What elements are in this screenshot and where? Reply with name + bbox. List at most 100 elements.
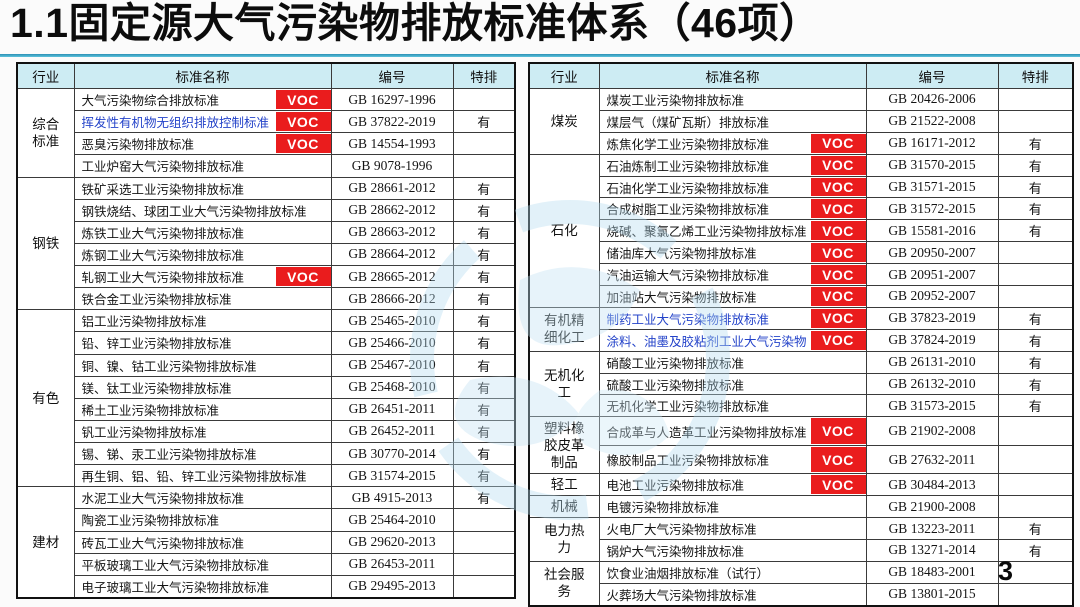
voc-badge: VOC bbox=[275, 90, 330, 110]
standard-name: 炼焦化学工业污染物排放标准 bbox=[606, 137, 770, 152]
code-cell: GB 18483-2001 bbox=[865, 560, 999, 584]
standard-name-cell: 合成革与人造革工业污染物排放标准 VOC bbox=[598, 416, 867, 446]
table-row: 铁合金工业污染物排放标准 GB 28666-2012 有 bbox=[17, 287, 516, 311]
standard-name-cell: 钢铁烧结、球团工业大气污染物排放标准 bbox=[73, 198, 332, 222]
industry-cell: 石化 bbox=[528, 153, 600, 308]
special-emission-cell: 有 bbox=[997, 306, 1074, 330]
standard-name: 铁合金工业污染物排放标准 bbox=[81, 293, 232, 308]
code-cell: GB 20952-2007 bbox=[865, 285, 999, 308]
table-row: 钒工业污染物排放标准 GB 26452-2011 有 bbox=[17, 419, 516, 444]
special-emission-cell bbox=[452, 154, 516, 178]
standard-name-cell: 工业炉窑大气污染物排放标准 bbox=[73, 154, 332, 178]
standard-name: 电子玻璃工业大气污染物排放标准 bbox=[81, 580, 270, 595]
code-cell: GB 26453-2011 bbox=[330, 552, 454, 576]
column-header: 特排 bbox=[452, 62, 516, 89]
voc-badge: VOC bbox=[810, 221, 865, 241]
special-emission-cell: 有 bbox=[997, 219, 1074, 243]
voc-badge: VOC bbox=[810, 177, 865, 197]
special-emission-cell bbox=[997, 88, 1074, 111]
standard-name: 再生铜、铝、铅、锌工业污染物排放标准 bbox=[81, 470, 307, 485]
table-row: 钢铁烧结、球团工业大气污染物排放标准 GB 28662-2012 有 bbox=[17, 198, 516, 222]
code-cell: GB 28661-2012 bbox=[330, 176, 454, 200]
code-cell: GB 25467-2010 bbox=[330, 353, 454, 377]
code-cell: GB 26451-2011 bbox=[330, 397, 454, 421]
standard-name: 煤炭工业污染物排放标准 bbox=[606, 93, 745, 108]
voc-badge: VOC bbox=[275, 134, 330, 154]
standard-name: 加油站大气污染物排放标准 bbox=[606, 290, 757, 305]
table-row: 电子玻璃工业大气污染物排放标准 GB 29495-2013 bbox=[17, 574, 516, 599]
table-row: 合成树脂工业污染物排放标准 VOC GB 31572-2015 有 bbox=[529, 197, 1074, 221]
page-number: 3 bbox=[998, 556, 1014, 586]
table-row: 钢铁 铁矿采选工业污染物排放标准 GB 28661-2012 有 bbox=[16, 176, 516, 311]
standard-name: 恶臭污染物排放标准 bbox=[81, 138, 195, 153]
table-row: 社会服务 饮食业油烟排放标准（试行） GB 18483-2001 bbox=[528, 560, 1074, 607]
special-emission-cell: 有 bbox=[452, 486, 516, 510]
code-cell: GB 27632-2011 bbox=[865, 444, 999, 475]
table-row: 炼焦化学工业污染物排放标准 VOC GB 16171-2012 有 bbox=[529, 131, 1074, 155]
standard-name: 硝酸工业污染物排放标准 bbox=[606, 356, 745, 371]
code-cell: GB 26132-2010 bbox=[865, 372, 999, 396]
voc-badge: VOC bbox=[810, 330, 865, 350]
table-row: 硫酸工业污染物排放标准 GB 26132-2010 有 bbox=[529, 372, 1074, 396]
special-emission-cell bbox=[452, 574, 516, 599]
standard-name: 镁、钛工业污染物排放标准 bbox=[81, 381, 232, 396]
code-cell: GB 13223-2011 bbox=[865, 517, 999, 540]
standard-name: 汽油运输大气污染物排放标准 bbox=[606, 269, 770, 284]
special-emission-cell: 有 bbox=[997, 131, 1074, 155]
code-cell: GB 28664-2012 bbox=[330, 242, 454, 267]
code-cell: GB 28666-2012 bbox=[330, 287, 454, 311]
table-row: 铜、镍、钴工业污染物排放标准 GB 25467-2010 有 bbox=[17, 353, 516, 377]
special-emission-cell bbox=[997, 416, 1074, 446]
table-row: 无机化学工业污染物排放标准 GB 31573-2015 有 bbox=[529, 394, 1074, 418]
voc-badge: VOC bbox=[810, 133, 865, 153]
special-emission-cell: 有 bbox=[452, 375, 516, 399]
special-emission-cell bbox=[452, 132, 516, 156]
code-cell: GB 37824-2019 bbox=[865, 328, 999, 352]
code-cell: GB 13271-2014 bbox=[865, 538, 999, 562]
table-row: 砖瓦工业大气污染物排放标准 GB 29620-2013 bbox=[17, 530, 516, 554]
standard-name: 铁矿采选工业污染物排放标准 bbox=[81, 182, 245, 197]
special-emission-cell: 有 bbox=[452, 397, 516, 421]
table-row: 电力热力 火电厂大气污染物排放标准 GB 13223-2011 有 bbox=[528, 517, 1074, 562]
table-row: 稀土工业污染物排放标准 GB 26451-2011 有 bbox=[17, 397, 516, 421]
code-cell: GB 25464-2010 bbox=[330, 508, 454, 532]
code-cell: GB 26131-2010 bbox=[865, 350, 999, 374]
code-cell: GB 28662-2012 bbox=[330, 198, 454, 222]
code-cell: GB 25466-2010 bbox=[330, 331, 454, 355]
column-header: 标准名称 bbox=[73, 62, 332, 89]
standard-name: 烧碱、聚氯乙烯工业污染物排放标准 bbox=[606, 225, 806, 240]
standard-name-cell: 橡胶制品工业污染物排放标准 VOC bbox=[598, 444, 867, 475]
code-cell: GB 21902-2008 bbox=[865, 416, 999, 446]
industry-cell: 社会服务 bbox=[528, 560, 600, 607]
code-cell: GB 31571-2015 bbox=[865, 175, 999, 199]
standard-name-cell: 电镀污染物排放标准 bbox=[598, 495, 867, 519]
standard-name: 无机化学工业污染物排放标准 bbox=[606, 400, 770, 415]
standard-name: 炼铁工业大气污染物排放标准 bbox=[81, 226, 245, 241]
industry-cell: 建材 bbox=[16, 486, 75, 599]
standard-name-cell: 石油炼制工业污染物排放标准 VOC bbox=[598, 153, 867, 177]
standard-name: 饮食业油烟排放标准（试行） bbox=[606, 566, 770, 581]
special-emission-cell: 有 bbox=[997, 350, 1074, 374]
code-cell: GB 4915-2013 bbox=[330, 486, 454, 510]
standard-name: 煤层气（煤矿瓦斯）排放标准 bbox=[606, 115, 770, 130]
voc-badge: VOC bbox=[275, 267, 330, 287]
special-emission-cell: 有 bbox=[452, 198, 516, 222]
column-header: 标准名称 bbox=[598, 62, 867, 89]
special-emission-cell: 有 bbox=[452, 309, 516, 333]
standard-name-cell: 硫酸工业污染物排放标准 bbox=[598, 372, 867, 396]
special-emission-cell: 有 bbox=[452, 220, 516, 244]
table-row: 石油化学工业污染物排放标准 VOC GB 31571-2015 有 bbox=[529, 175, 1074, 199]
standard-name-cell: 烧碱、聚氯乙烯工业污染物排放标准 VOC bbox=[598, 219, 867, 243]
standard-name: 涂料、油墨及胶粘剂工业大气污染物排放 bbox=[606, 334, 806, 349]
special-emission-cell: 有 bbox=[452, 419, 516, 444]
special-emission-cell bbox=[997, 582, 1074, 607]
standard-name-cell: 轧钢工业大气污染物排放标准 VOC bbox=[73, 264, 332, 289]
code-cell: GB 25465-2010 bbox=[330, 309, 454, 333]
special-emission-cell bbox=[997, 473, 1074, 497]
voc-badge: VOC bbox=[810, 287, 865, 306]
special-emission-cell bbox=[997, 495, 1074, 519]
code-cell: GB 29620-2013 bbox=[330, 530, 454, 554]
table-row: 工业炉窑大气污染物排放标准 GB 9078-1996 bbox=[17, 154, 516, 178]
special-emission-cell bbox=[997, 241, 1074, 265]
